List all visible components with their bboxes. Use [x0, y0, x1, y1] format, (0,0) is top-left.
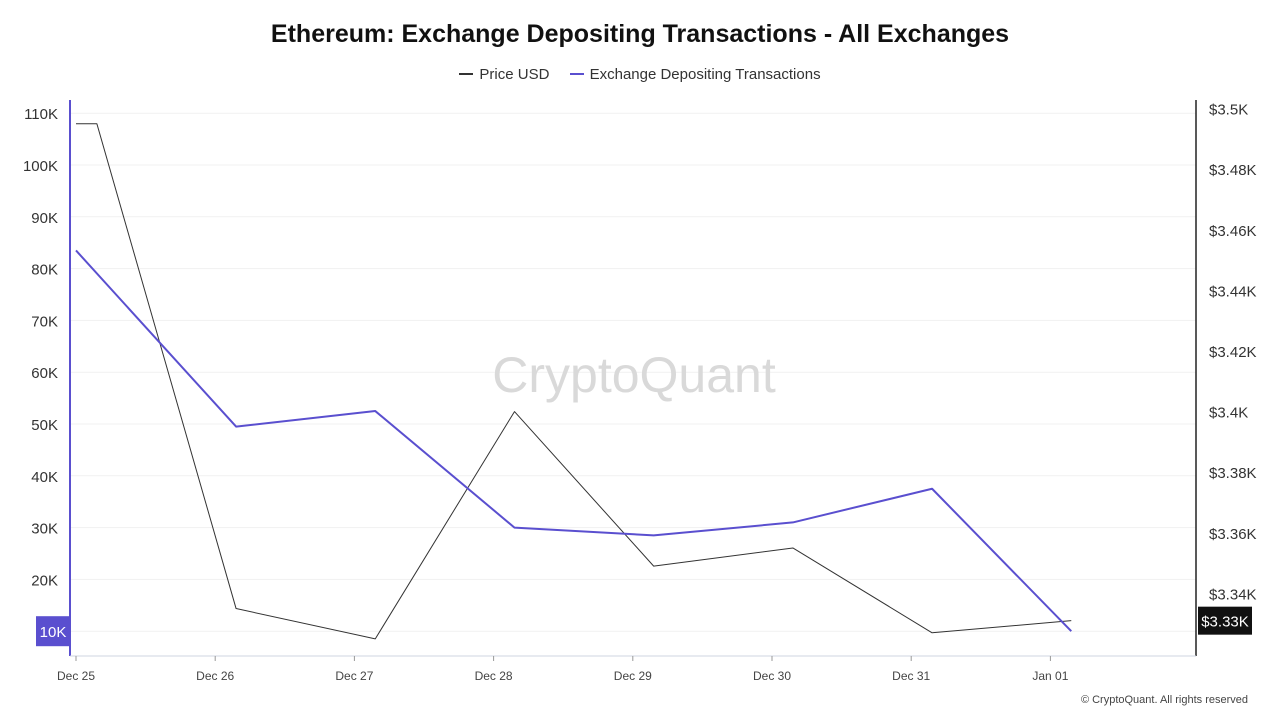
y-right-tick-label: $3.44K: [1209, 283, 1257, 300]
y-left-current-label: 10K: [40, 624, 67, 641]
y-left-tick-label: 20K: [31, 572, 58, 589]
x-tick-label: Dec 28: [475, 669, 513, 683]
legend-label-transactions: Exchange Depositing Transactions: [589, 65, 821, 83]
y-left-tick-label: 30K: [31, 521, 58, 538]
legend-item-price[interactable]: Price USD: [459, 66, 549, 83]
chart-legend: Price USD Exchange Depositing Transactio…: [0, 62, 1280, 83]
y-left-tick-label: 60K: [31, 365, 58, 382]
x-tick-label: Dec 26: [196, 669, 234, 683]
y-right-tick-label: $3.34K: [1209, 586, 1257, 603]
y-left-tick-label: 110K: [24, 106, 58, 123]
y-left-tick-label: 80K: [31, 262, 58, 279]
y-left-tick-label: 90K: [31, 210, 58, 227]
price-usd-line: [76, 123, 1072, 640]
x-tick-label: Jan 01: [1032, 669, 1068, 683]
y-right-tick-label: $3.4K: [1209, 405, 1248, 422]
y-right-tick-label: $3.5K: [1209, 102, 1248, 119]
y-right-current-label: $3.33K: [1201, 614, 1249, 631]
y-right-tick-label: $3.48K: [1209, 162, 1257, 179]
y-right-tick-label: $3.38K: [1209, 465, 1257, 482]
y-right-current-badge: [1198, 606, 1252, 635]
x-tick-label: Dec 30: [753, 669, 791, 683]
y-left-current-badge: [36, 616, 70, 647]
y-left-tick-label: 40K: [31, 469, 58, 486]
y-left-tick-label: 50K: [31, 417, 58, 434]
legend-item-transactions[interactable]: Exchange Depositing Transactions: [569, 65, 821, 83]
legend-swatch-price: [459, 73, 474, 75]
x-tick-label: Dec 27: [335, 669, 373, 683]
y-right-tick-label: $3.36K: [1209, 526, 1257, 543]
copyright-footer: © CryptoQuant. All rights reserved: [1080, 694, 1248, 706]
exchange-depositing-transactions-line: [75, 249, 1072, 632]
x-tick-label: Dec 29: [614, 669, 652, 683]
x-tick-label: Dec 25: [57, 669, 95, 683]
y-left-tick-label: 100K: [23, 158, 58, 175]
y-right-tick-label: $3.42K: [1209, 344, 1257, 361]
chart-title: Ethereum: Exchange Depositing Transactio…: [270, 20, 1010, 48]
x-tick-label: Dec 31: [892, 669, 930, 683]
watermark-text: CryptoQuant: [492, 347, 776, 403]
y-left-tick-label: 70K: [31, 313, 58, 330]
legend-swatch-transactions: [569, 73, 584, 75]
legend-label-price: Price USD: [479, 65, 550, 83]
y-right-tick-label: $3.46K: [1209, 223, 1257, 240]
